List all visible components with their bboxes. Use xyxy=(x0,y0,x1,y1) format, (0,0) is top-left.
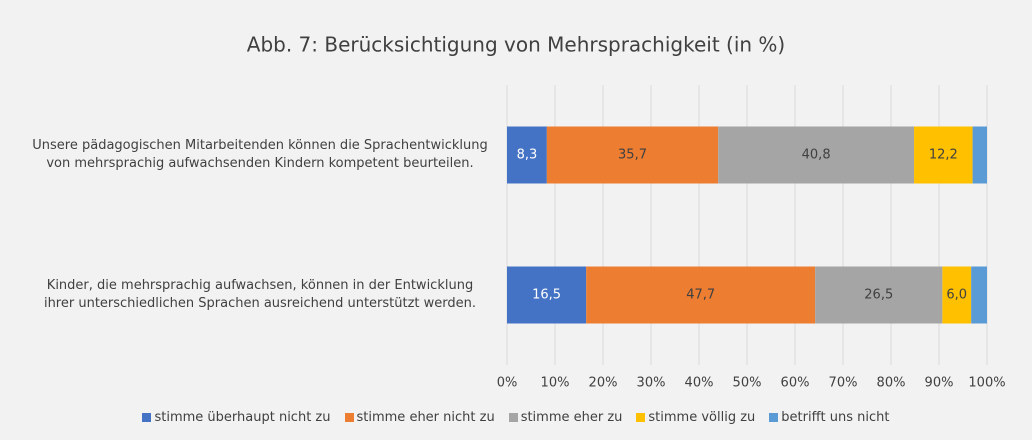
x-tick-label: 10% xyxy=(541,376,570,391)
bar-segment xyxy=(971,266,987,324)
bar-segment xyxy=(546,126,719,184)
x-tick-label: 50% xyxy=(733,376,762,391)
legend-swatch xyxy=(769,413,779,422)
x-tick-label: 100% xyxy=(968,376,1005,391)
bar-segment xyxy=(507,266,587,324)
bar-segment xyxy=(942,266,972,324)
legend-label: betrifft uns nicht xyxy=(781,410,890,425)
legend-item: stimme eher zu xyxy=(508,410,623,425)
bar-segment xyxy=(972,126,987,184)
data-label: 26,5 xyxy=(864,288,893,303)
category-label: Kinder, die mehrsprachig aufwachsen, kön… xyxy=(43,278,477,311)
data-label: 8,3 xyxy=(517,148,538,163)
x-tick-label: 20% xyxy=(589,376,618,391)
data-label: 16,5 xyxy=(532,288,561,303)
chart-title: Abb. 7: Berücksichtigung von Mehrsprachi… xyxy=(247,33,785,57)
data-label: 47,7 xyxy=(686,288,715,303)
x-tick-label: 90% xyxy=(925,376,954,391)
x-tick-label: 40% xyxy=(685,376,714,391)
category-label: Unsere pädagogischen Mitarbeitenden könn… xyxy=(32,138,488,171)
bar-segment xyxy=(914,126,973,184)
legend-item: stimme völlig zu xyxy=(636,410,755,425)
x-tick-label: 80% xyxy=(877,376,906,391)
bar-segment xyxy=(815,266,943,324)
x-tick-label: 30% xyxy=(637,376,666,391)
x-tick-label: 60% xyxy=(781,376,810,391)
bar-segment xyxy=(507,126,547,184)
data-label: 6,0 xyxy=(946,288,967,303)
x-tick-label: 70% xyxy=(829,376,858,391)
legend-item: betrifft uns nicht xyxy=(769,410,890,425)
data-label: 35,7 xyxy=(618,148,647,163)
legend-label: stimme eher nicht zu xyxy=(356,410,495,425)
legend-item: stimme eher nicht zu xyxy=(344,410,495,425)
bar-segment xyxy=(586,266,816,324)
legend-label: stimme völlig zu xyxy=(648,410,756,425)
legend-label: stimme eher zu xyxy=(520,410,623,425)
bar-segment xyxy=(718,126,915,184)
legend-swatch xyxy=(142,413,152,422)
legend-item: stimme überhaupt nicht zu xyxy=(142,410,331,425)
legend: stimme überhaupt nicht zu stimme eher nic… xyxy=(0,410,1032,425)
legend-label: stimme überhaupt nicht zu xyxy=(154,410,331,425)
x-tick-label: 0% xyxy=(497,376,518,391)
data-label: 40,8 xyxy=(802,148,831,163)
legend-swatch xyxy=(344,413,354,422)
data-label: 12,2 xyxy=(929,148,958,163)
legend-swatch xyxy=(636,413,646,422)
legend-swatch xyxy=(508,413,518,422)
